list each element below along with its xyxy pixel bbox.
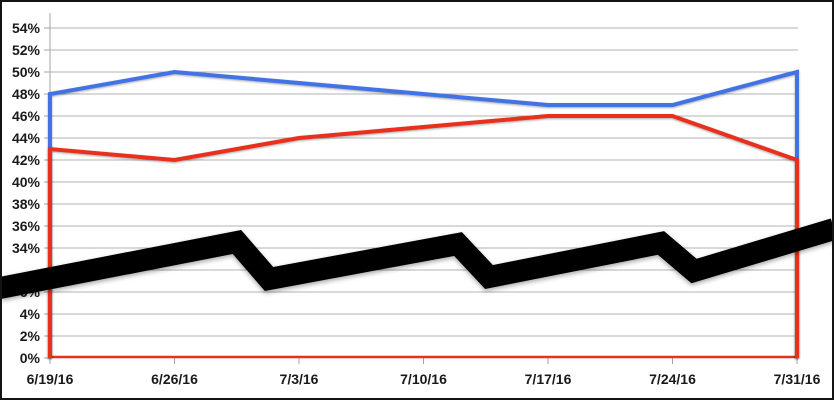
y-axis-label: 54% [12, 20, 41, 36]
y-axis-label: 34% [12, 240, 41, 256]
red-line [48, 114, 799, 358]
blue-line [48, 69, 799, 358]
x-axis-label: 7/17/16 [525, 371, 572, 387]
x-axis-label: 6/19/16 [27, 371, 74, 387]
y-axis-label: 2% [20, 328, 41, 344]
x-axis-label: 7/3/16 [280, 371, 319, 387]
y-axis-label: 40% [12, 174, 41, 190]
y-axis-label: 52% [12, 42, 41, 58]
x-axis-label: 6/26/16 [151, 371, 198, 387]
y-axis-label: 38% [12, 196, 41, 212]
y-axis-label: 42% [12, 152, 41, 168]
y-axis-label: 0% [20, 350, 41, 366]
y-axis-label: 36% [12, 218, 41, 234]
y-axis-label: 4% [20, 306, 41, 322]
x-axis-label: 7/24/16 [649, 371, 696, 387]
y-axis-label: 46% [12, 108, 41, 124]
y-axis-label: 50% [12, 64, 41, 80]
black-thick-line [0, 218, 834, 299]
y-axis-label: 44% [12, 130, 41, 146]
x-axis-label: 7/10/16 [400, 371, 447, 387]
y-axis-label: 48% [12, 86, 41, 102]
x-axis-label: 7/31/16 [774, 371, 821, 387]
